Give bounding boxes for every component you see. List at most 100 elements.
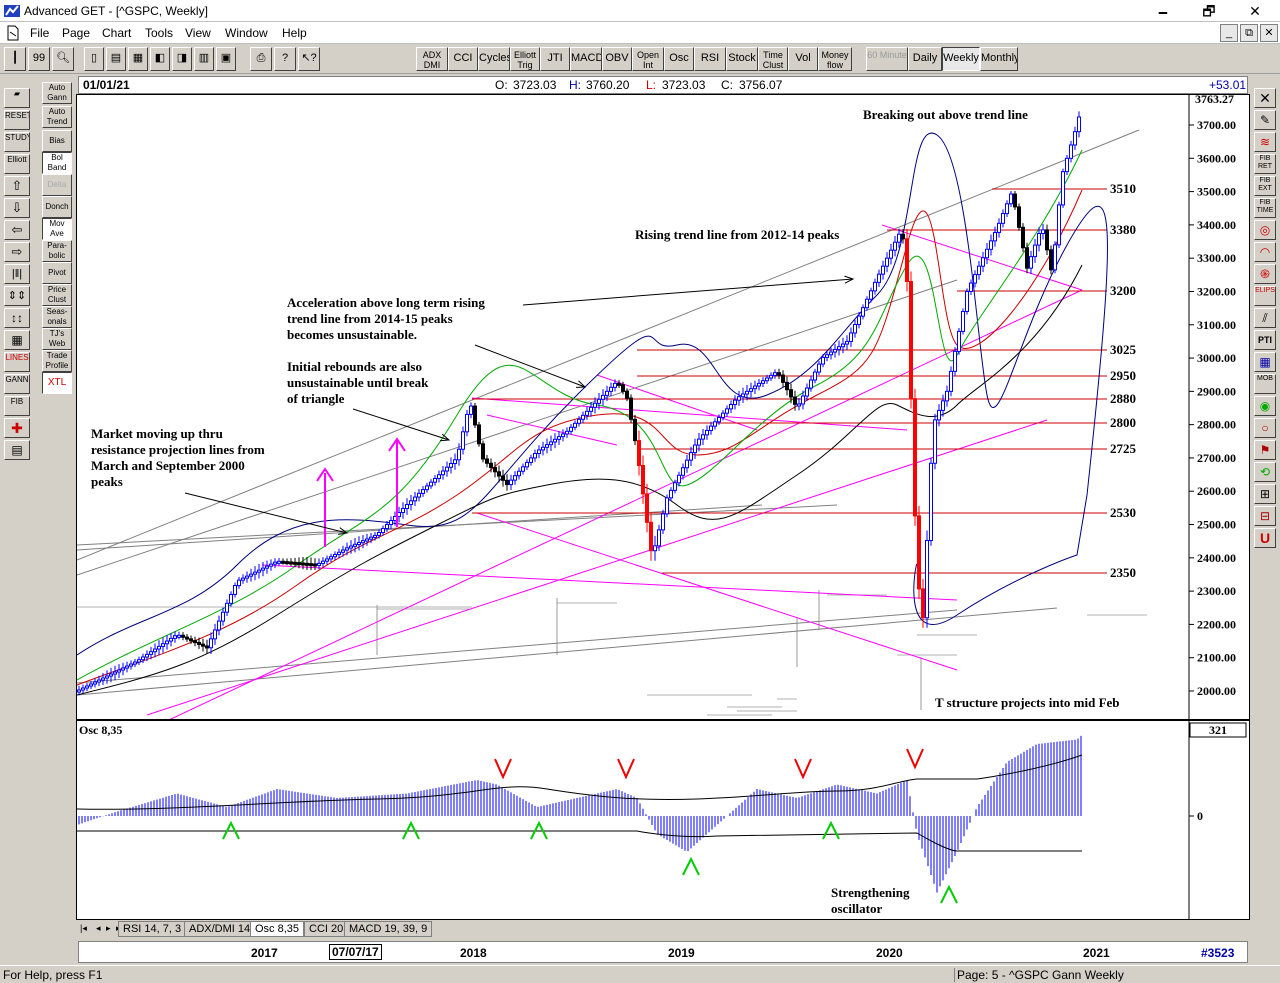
help-icon[interactable]: ? [274,47,296,71]
toolbar-cci[interactable]: CCI [448,47,478,71]
price-chart[interactable]: 3510 3380 3200 3025 2950 2880 2800 2725 2530 2350… [76,94,1250,720]
ruler-icon[interactable]: ⊟ [1254,506,1276,526]
grid-small-icon[interactable]: ⊞ [1254,484,1276,504]
flag-icon[interactable]: ⚑ [1254,440,1276,460]
period-weekly[interactable]: Weekly [942,47,980,71]
fib-time-button[interactable]: FIB TIME [1254,198,1276,218]
tab-scroll-first-icon[interactable]: |◂ [80,923,87,933]
oscillator-panel[interactable]: 321 0 Osc 8,35 Strengthening oscillator [76,720,1250,920]
tab-adx-dmi[interactable]: ADX/DMI 14 [184,921,256,937]
arrow-right-page-icon[interactable]: ◨ [172,47,192,71]
crosshair-icon[interactable]: ✚ [4,418,30,438]
tab-scroll-right-icon[interactable]: ▸ [106,923,111,933]
mdi-close-button[interactable]: ✕ [1260,24,1278,42]
print-icon[interactable]: ⎙ [250,47,272,71]
mdi-minimize-button[interactable]: _ [1220,24,1238,42]
menu-file[interactable]: File [30,26,50,40]
expand-icon[interactable]: ↕↕ [4,308,30,328]
price-clust-button[interactable]: Price Clust [42,284,72,306]
circle-icon[interactable]: ◎ [1254,220,1276,240]
new-page-icon[interactable]: ▯ [84,47,104,71]
bias-button[interactable]: Bias [42,130,72,152]
toolbar-elliott-trig[interactable]: Elliott Trig [510,47,540,71]
toolbar-macd[interactable]: MACD [570,47,602,71]
menu-window[interactable]: Window [225,26,268,40]
zoom-icon[interactable]: 🔍︎ [52,47,74,71]
pencil-icon[interactable]: ✎ [1254,110,1276,130]
cycle-icon[interactable]: ⟲ [1254,462,1276,482]
table-icon[interactable]: ▦ [1254,352,1276,372]
period-monthly[interactable]: Monthly [980,47,1018,71]
date-axis[interactable]: 2017 07/07/17 2018 2019 2020 2021 #3523 [78,941,1248,963]
gann-button[interactable]: GANN [4,374,30,394]
layout-icon[interactable]: ▥ [194,47,214,71]
minimize-button[interactable]: 🗕 [1158,3,1168,19]
donch-button[interactable]: Donch [42,196,72,218]
lines-button[interactable]: LINES [4,352,30,372]
mdi-restore-button[interactable]: ⧉ [1240,24,1258,42]
menu-help[interactable]: Help [282,26,307,40]
bar-spacing-icon[interactable]: |‖| [4,264,30,284]
menu-view[interactable]: View [185,26,211,40]
cursor-tool-icon[interactable]: ┃ [4,47,26,71]
toolbar-osc[interactable]: Osc [664,47,694,71]
elliott-button[interactable]: Elliott [4,154,30,174]
mov-ave-button[interactable]: Mov Ave [42,218,72,240]
arrow-up-icon[interactable]: ⇧ [4,176,30,196]
fib-button[interactable]: FIB [4,396,30,416]
menu-tools[interactable]: Tools [145,26,174,40]
restore-button[interactable]: 🗗 [1202,3,1216,19]
ring-icon[interactable]: ○ [1254,418,1276,438]
toolbar-obv[interactable]: OBV [602,47,632,71]
elips-button[interactable]: ELIPS [1254,286,1276,306]
tab-rsi[interactable]: RSI 14, 7, 3 [118,921,187,937]
target-icon[interactable]: ◉ [1254,396,1276,416]
mob-button[interactable]: MOB [1254,374,1276,394]
arrow-down-icon[interactable]: ⇩ [4,198,30,218]
quote-icon[interactable]: 99 [28,47,50,71]
toolbar-rsi[interactable]: RSI [694,47,726,71]
tjs-web-button[interactable]: TJ's Web [42,328,72,350]
period-60-minute[interactable]: 60 Minute [866,47,908,71]
spiral-icon[interactable]: ֍ [1254,264,1276,284]
arc-icon[interactable]: ◠ [1254,242,1276,262]
toolbar-adx-dmi[interactable]: ADX DMI [416,47,448,71]
fan-lines-icon[interactable]: ≋ [1254,132,1276,152]
toolbar-time-clust[interactable]: Time Clust [758,47,788,71]
open-page-icon[interactable]: ▤ [106,47,126,71]
u-button[interactable]: U [1254,528,1276,548]
context-help-icon[interactable]: ↖? [298,47,320,71]
tab-cci[interactable]: CCI 20 [304,921,349,937]
grid-icon[interactable]: ▦ [4,330,30,350]
pti-button[interactable]: PTI [1254,330,1276,350]
period-daily[interactable]: Daily [908,47,942,71]
tab-osc[interactable]: Osc 8,35 [250,921,305,937]
toolbar-cycles[interactable]: Cycles [478,47,510,71]
channel-icon[interactable]: ⫽ [1254,308,1276,328]
grid-page-icon[interactable]: ▦ [128,47,148,71]
toolbar-jti[interactable]: JTI [540,47,570,71]
tile-icon[interactable]: ▣ [216,47,236,71]
arrow-left-page-icon[interactable]: ◧ [150,47,170,71]
seasonals-button[interactable]: Seas-onals [42,306,72,328]
paint-icon[interactable]: ▰ [4,88,30,108]
parabolic-button[interactable]: Para-bolic [42,240,72,262]
arrow-right-icon[interactable]: ⇨ [4,242,30,262]
reset-button[interactable]: RESET [4,110,30,130]
study-button[interactable]: STUDY [4,132,30,152]
xtl-button[interactable]: XTL [42,372,72,394]
toolbar-vol[interactable]: Vol [788,47,818,71]
notes-icon[interactable]: ▤ [4,440,30,460]
arrow-left-icon[interactable]: ⇦ [4,220,30,240]
trade-profile-button[interactable]: Trade Profile [42,350,72,372]
tab-scroll-left-icon[interactable]: ◂ [96,923,101,933]
scale-icon[interactable]: ⇕⇕ [4,286,30,306]
menu-page[interactable]: Page [62,26,91,40]
close-button[interactable]: ✕ [1249,3,1261,19]
tab-macd[interactable]: MACD 19, 39, 9 [344,921,433,937]
delete-icon[interactable]: ✕ [1254,88,1276,108]
fib-ext-button[interactable]: FIB EXT [1254,176,1276,196]
auto-trend-button[interactable]: Auto Trend [42,106,72,128]
auto-gann-button[interactable]: Auto Gann [42,82,72,104]
